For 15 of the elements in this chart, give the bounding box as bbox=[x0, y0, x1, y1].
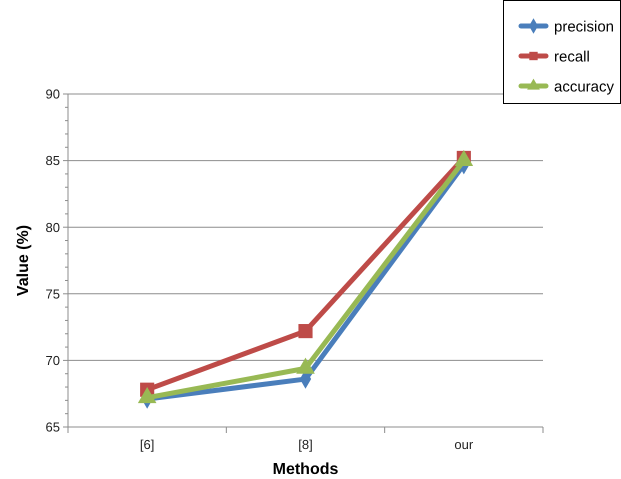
point bbox=[298, 324, 313, 338]
y-tick-label: 65 bbox=[46, 420, 60, 435]
legend-label: accuracy bbox=[554, 78, 615, 96]
y-tick-label: 80 bbox=[46, 220, 60, 235]
y-tick-label: 70 bbox=[46, 352, 60, 368]
x-tick-label: [8] bbox=[298, 437, 313, 452]
x-axis-title: Methods bbox=[272, 461, 338, 478]
y-tick-label: 85 bbox=[46, 153, 60, 168]
x-tick-label: [6] bbox=[140, 437, 154, 452]
y-axis-title: Value (%) bbox=[15, 224, 32, 296]
x-tick-label: our bbox=[454, 437, 474, 452]
y-tick-label: 75 bbox=[46, 286, 60, 302]
legend-label: recall bbox=[554, 48, 590, 66]
y-tick-label: 90 bbox=[46, 86, 60, 102]
legend-label: precision bbox=[554, 18, 614, 36]
